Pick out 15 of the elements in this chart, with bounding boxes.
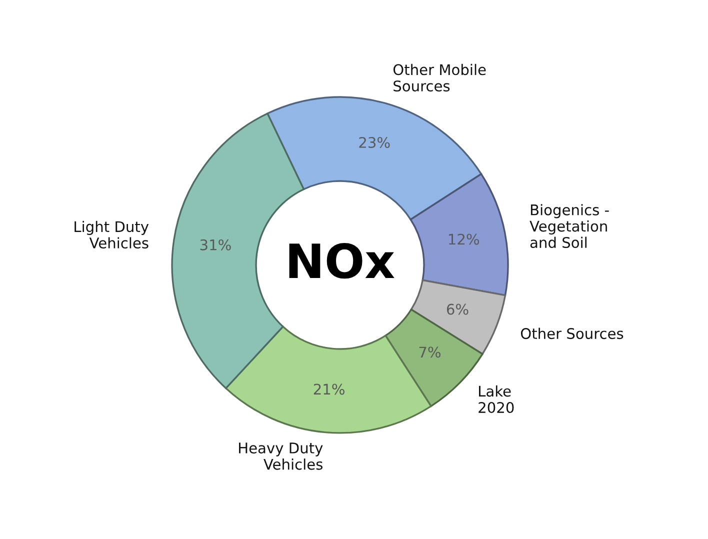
data-label: 23% — [359, 136, 390, 148]
data-label: 12% — [449, 234, 480, 245]
data-label: 7% — [419, 346, 441, 358]
slice-label: Heavy Duty Vehicles — [239, 442, 323, 470]
text: NOx — [289, 242, 394, 279]
slice-label: Light Duty Vehicles — [74, 220, 149, 248]
donut-slice — [266, 96, 482, 220]
data-label: 6% — [446, 304, 468, 315]
data-label: 31% — [200, 239, 231, 250]
slice-label: Other Sources — [520, 328, 624, 340]
slice-label: Biogenics - Vegetation and Soil — [530, 204, 609, 248]
slice-label: Other Mobile Sources — [393, 64, 486, 92]
data-label: 21% — [314, 384, 344, 395]
donut-slice — [410, 173, 509, 296]
slice-label: Lake 2020 — [478, 385, 514, 414]
